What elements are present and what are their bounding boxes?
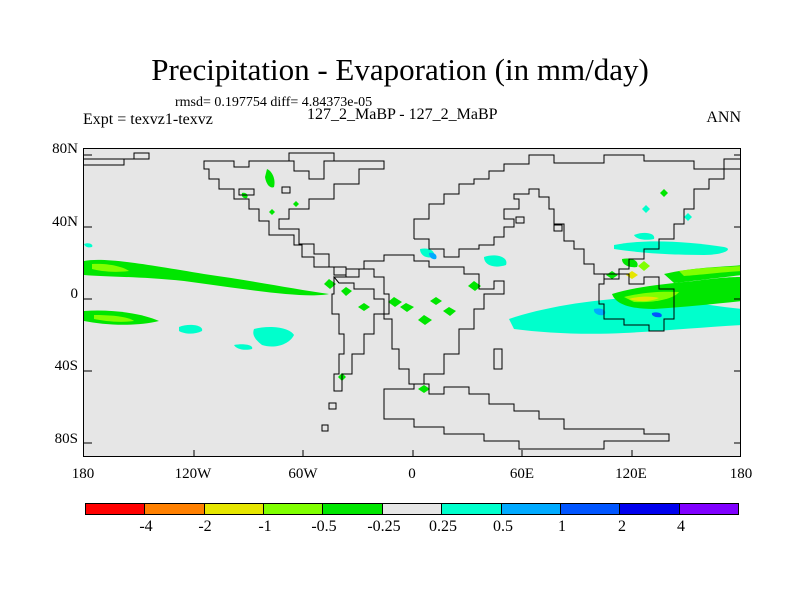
contour-region (253, 327, 294, 347)
contour-region (269, 209, 275, 215)
coastline-north-america (203, 152, 385, 276)
coastlines (84, 152, 740, 450)
colorbar-swatch (204, 504, 265, 514)
colorbar-swatch (501, 504, 561, 514)
x-tick-label: 0 (408, 466, 416, 482)
contour-region (94, 315, 134, 322)
contour-region (634, 232, 655, 240)
contour-region (629, 296, 659, 302)
contour-region (606, 271, 618, 279)
coastline (84, 152, 150, 166)
contour-region (341, 287, 352, 296)
contour-region (660, 189, 668, 197)
coastline-eurasia (413, 154, 740, 239)
coastline-africa (332, 254, 505, 385)
contour-region (241, 192, 248, 199)
case-label: 127_2_MaBP - 127_2_MaBP (307, 106, 498, 123)
y-tick-label: 80N (52, 141, 78, 157)
colorbar (85, 503, 739, 515)
coastline-islands (238, 186, 563, 232)
contour-region (358, 303, 370, 311)
colorbar-swatch (442, 504, 502, 514)
contour-region (92, 263, 129, 272)
coastline-greenland (288, 152, 335, 180)
contour-region (468, 281, 481, 291)
contour-region (484, 255, 507, 267)
contour-region (293, 201, 299, 207)
colorbar-label: 1 (558, 518, 566, 535)
colorbar-label: 2 (618, 518, 626, 535)
colorbar-swatch (145, 504, 205, 514)
colorbar-label: -0.5 (311, 518, 337, 535)
contour-region (84, 259, 329, 296)
contour-region (388, 297, 402, 307)
y-tick-label: 40S (54, 358, 78, 374)
plot-title: Precipitation - Evaporation (in mm/day) (151, 52, 649, 87)
x-tick-label: 180 (71, 466, 95, 482)
coastline-south-america (331, 268, 390, 392)
colorbar-swatch (679, 504, 738, 514)
y-tick-label: 40N (52, 214, 78, 230)
contour-region (429, 252, 437, 260)
y-tick-label: 0 (70, 286, 79, 302)
x-tick-label: 60W (288, 466, 318, 482)
x-tick-label: 120E (615, 466, 647, 482)
colorbar-label: 4 (677, 518, 685, 535)
colorbar-swatch (86, 504, 146, 514)
contour-region (626, 271, 638, 279)
colorbar-swatch (560, 504, 621, 514)
contour-region (651, 312, 662, 318)
coastline-antarctica (383, 383, 670, 450)
colorbar-label: -4 (139, 518, 153, 535)
contour-region (179, 324, 203, 334)
experiment-label: Expt = texvz1-texvz (83, 111, 213, 128)
contour-region (265, 169, 275, 188)
contour-region (622, 258, 638, 268)
x-tick-label: 120W (174, 466, 212, 482)
contour-region (593, 308, 606, 316)
contour-region (684, 213, 692, 221)
rmsd-diff-stats: rmsd= 0.197754 diff= 4.84373e-05 (175, 95, 373, 110)
coastline-asia-south (414, 168, 740, 280)
colorbar-label: 0.5 (493, 518, 513, 535)
x-tick-label: 60E (509, 466, 535, 482)
contour-region (642, 205, 650, 213)
season-label: ANN (706, 109, 741, 126)
contour-region (430, 297, 442, 305)
contour-region (679, 266, 740, 276)
colorbar-label: 0.25 (429, 518, 457, 535)
colorbar-swatch (323, 504, 383, 514)
axis-ticks (84, 154, 740, 456)
contour-region (418, 385, 430, 393)
x-tick-label: 180 (729, 466, 753, 482)
map-plot-area (83, 148, 741, 457)
coastline (321, 402, 337, 432)
colorbar-swatch (620, 504, 680, 514)
colorbar-swatch (382, 504, 443, 514)
contour-fills (84, 169, 740, 393)
colorbar-label: -1 (258, 518, 272, 535)
coastline-australia (598, 273, 675, 332)
contour-region (84, 243, 93, 248)
colorbar-label: -2 (198, 518, 212, 535)
colorbar-label: -0.25 (367, 518, 401, 535)
y-tick-label: 80S (54, 431, 78, 447)
coastline-madagascar (493, 348, 503, 370)
contour-region (638, 261, 650, 271)
contour-region (418, 315, 432, 325)
contour-region (324, 279, 336, 289)
contour-region (400, 303, 414, 312)
contour-region (614, 241, 728, 255)
contour-region (443, 307, 456, 316)
map-svg (84, 152, 740, 456)
colorbar-swatch (264, 504, 324, 514)
contour-region (234, 344, 253, 350)
